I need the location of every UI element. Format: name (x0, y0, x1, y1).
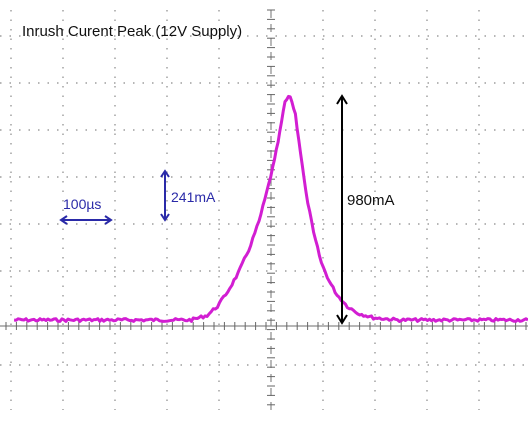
peak-height-label: 980mA (347, 192, 395, 209)
current-scale-arrowhead-bottom (160, 213, 170, 222)
current-scale-annotation: 241mA (160, 169, 216, 222)
time-scale-arrowhead-left (59, 215, 68, 225)
time-scale-annotation: 100µs (59, 196, 113, 225)
peak-height-arrowhead-top (336, 94, 348, 105)
peak-height-annotation: 980mA (336, 94, 395, 325)
current-scale-label: 241mA (171, 189, 216, 205)
chart-title: Inrush Curent Peak (12V Supply) (22, 23, 242, 40)
graticule (0, 9, 528, 410)
time-scale-arrowhead-right (104, 215, 113, 225)
time-scale-label: 100µs (63, 196, 101, 212)
inrush-current-trace (13, 94, 528, 323)
peak-height-arrowhead-bottom (336, 314, 348, 325)
current-scale-arrowhead-top (160, 169, 170, 178)
